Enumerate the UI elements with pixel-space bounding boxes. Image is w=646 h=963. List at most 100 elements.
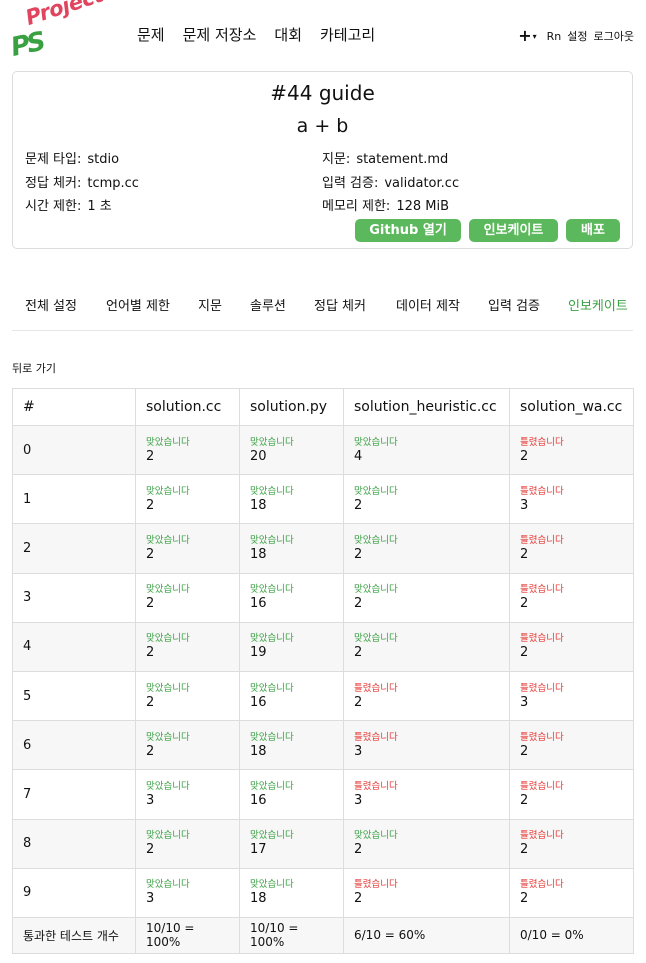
result-cell: 틀렸습니다 2 bbox=[509, 523, 634, 574]
tab-validator[interactable]: 입력 검증 bbox=[488, 299, 540, 314]
footer-summary: 6/10 = 60% bbox=[343, 916, 510, 954]
result-cell: 맞았습니다 2 bbox=[135, 474, 240, 525]
table-row: 4 맞았습니다 2 맞았습니다 19 맞았습니다 2 틀렸습니다 2 bbox=[12, 621, 634, 672]
deploy-button[interactable]: 배포 bbox=[566, 219, 620, 242]
result-value: 16 bbox=[250, 694, 267, 710]
result-cell: 틀렸습니다 3 bbox=[509, 474, 634, 525]
nav-problem-repo[interactable]: 문제 저장소 bbox=[182, 26, 257, 44]
verdict-wrong: 틀렸습니다 bbox=[354, 879, 398, 891]
tab-general-settings[interactable]: 전체 설정 bbox=[25, 299, 77, 314]
result-value: 18 bbox=[250, 497, 267, 513]
result-cell: 틀렸습니다 2 bbox=[509, 424, 634, 476]
tab-language-limits[interactable]: 언어별 제한 bbox=[106, 299, 170, 314]
logout-link[interactable]: 로그아웃 bbox=[593, 30, 634, 43]
result-value: 16 bbox=[250, 596, 267, 612]
footer-summary: 10/10 = 100% bbox=[239, 916, 344, 954]
nav-categories[interactable]: 카테고리 bbox=[320, 26, 376, 44]
result-value: 2 bbox=[354, 694, 363, 710]
nav-contests[interactable]: 대회 bbox=[274, 26, 302, 44]
user-name[interactable]: Rn bbox=[546, 29, 562, 43]
verdict-accepted: 맞았습니다 bbox=[354, 584, 398, 596]
result-value: 2 bbox=[146, 694, 155, 710]
result-cell: 맞았습니다 4 bbox=[343, 424, 510, 476]
result-cell: 틀렸습니다 2 bbox=[509, 867, 634, 918]
table-row: 9 맞았습니다 3 맞았습니다 18 틀렸습니다 2 틀렸습니다 2 bbox=[12, 867, 634, 918]
tab-checker[interactable]: 정답 체커 bbox=[314, 299, 366, 314]
testcase-number: 6 bbox=[12, 720, 136, 771]
testcase-number: 3 bbox=[12, 572, 136, 623]
info-validator: 입력 검증: validator.cc bbox=[322, 172, 459, 191]
table-header-row: # solution.cc solution.py solution_heuri… bbox=[12, 388, 634, 426]
footer-summary: 10/10 = 100% bbox=[135, 916, 240, 954]
info-value: 1 초 bbox=[87, 199, 112, 214]
testcase-number: 2 bbox=[12, 523, 136, 574]
result-value: 2 bbox=[354, 596, 363, 612]
info-value: stdio bbox=[87, 152, 120, 167]
info-value: tcmp.cc bbox=[87, 176, 139, 191]
logo-project-text: Project bbox=[22, 0, 107, 30]
result-cell: 맞았습니다 2 bbox=[135, 523, 240, 574]
site-logo[interactable]: Project PS bbox=[8, 0, 106, 63]
card-actions: Github 열기 인보케이트 배포 bbox=[355, 219, 620, 242]
footer-summary: 0/10 = 0% bbox=[509, 916, 634, 954]
invoke-button[interactable]: 인보케이트 bbox=[469, 219, 558, 242]
result-cell: 맞았습니다 2 bbox=[343, 523, 510, 574]
col-header-number: # bbox=[12, 388, 136, 426]
tab-data-generation[interactable]: 데이터 제작 bbox=[396, 299, 460, 314]
result-cell: 틀렸습니다 2 bbox=[509, 769, 634, 820]
result-cell: 맞았습니다 17 bbox=[239, 818, 344, 869]
verdict-wrong: 틀렸습니다 bbox=[520, 682, 564, 694]
result-value: 18 bbox=[250, 743, 267, 759]
verdict-accepted: 맞았습니다 bbox=[354, 830, 398, 842]
testcase-number: 5 bbox=[12, 670, 136, 722]
info-value: 128 MiB bbox=[396, 199, 450, 214]
nav-problems[interactable]: 문제 bbox=[137, 26, 165, 44]
result-value: 3 bbox=[146, 891, 155, 907]
info-checker: 정답 체커: tcmp.cc bbox=[25, 172, 139, 191]
result-cell: 맞았습니다 16 bbox=[239, 572, 344, 623]
result-value: 17 bbox=[250, 842, 267, 858]
top-header: Project PS 문제 문제 저장소 대회 카테고리 + ▾ Rn 설정 로… bbox=[0, 0, 646, 70]
footer-label: 통과한 테스트 개수 bbox=[12, 916, 136, 954]
info-key: 시간 제한: bbox=[25, 199, 82, 214]
verdict-accepted: 맞았습니다 bbox=[146, 485, 190, 497]
verdict-accepted: 맞았습니다 bbox=[354, 436, 398, 448]
result-cell: 틀렸습니다 3 bbox=[343, 720, 510, 771]
verdict-wrong: 틀렸습니다 bbox=[354, 780, 398, 792]
result-cell: 맞았습니다 2 bbox=[135, 818, 240, 869]
info-key: 정답 체커: bbox=[25, 176, 82, 191]
info-time-limit: 시간 제한: 1 초 bbox=[25, 195, 112, 214]
verdict-accepted: 맞았습니다 bbox=[250, 584, 294, 596]
table-row: 7 맞았습니다 3 맞았습니다 16 틀렸습니다 3 틀렸습니다 2 bbox=[12, 769, 634, 820]
settings-link[interactable]: 설정 bbox=[567, 30, 588, 43]
result-value: 4 bbox=[354, 448, 363, 464]
col-header-solution-wa: solution_wa.cc bbox=[509, 388, 634, 426]
result-cell: 맞았습니다 2 bbox=[135, 621, 240, 672]
verdict-accepted: 맞았습니다 bbox=[146, 830, 190, 842]
tab-invoke[interactable]: 인보케이트 bbox=[568, 299, 628, 314]
result-value: 19 bbox=[250, 645, 267, 661]
verdict-wrong: 틀렸습니다 bbox=[520, 633, 564, 645]
table-row: 0 맞았습니다 2 맞았습니다 20 맞았습니다 4 틀렸습니다 2 bbox=[12, 424, 634, 476]
problem-id: #44 guide bbox=[270, 81, 375, 105]
result-value: 3 bbox=[354, 792, 363, 808]
verdict-accepted: 맞았습니다 bbox=[146, 584, 190, 596]
verdict-accepted: 맞았습니다 bbox=[250, 534, 294, 546]
tab-solutions[interactable]: 솔루션 bbox=[250, 299, 286, 314]
result-cell: 틀렸습니다 3 bbox=[509, 670, 634, 722]
result-value: 2 bbox=[146, 645, 155, 661]
header-user-menu: + ▾ Rn 설정 로그아웃 bbox=[518, 28, 634, 44]
info-key: 지문: bbox=[322, 152, 351, 167]
open-github-button[interactable]: Github 열기 bbox=[355, 219, 461, 242]
result-cell: 틀렸습니다 2 bbox=[509, 621, 634, 672]
plus-icon[interactable]: + bbox=[518, 26, 532, 45]
chevron-down-icon[interactable]: ▾ bbox=[532, 31, 537, 41]
table-footer-row: 통과한 테스트 개수 10/10 = 100% 10/10 = 100% 6/1… bbox=[12, 916, 634, 954]
tab-statement[interactable]: 지문 bbox=[198, 299, 222, 314]
result-value: 2 bbox=[354, 891, 363, 907]
verdict-accepted: 맞았습니다 bbox=[250, 830, 294, 842]
verdict-wrong: 틀렸습니다 bbox=[354, 731, 398, 743]
info-value: validator.cc bbox=[384, 176, 460, 191]
back-link[interactable]: 뒤로 가기 bbox=[12, 362, 56, 375]
table-row: 5 맞았습니다 2 맞았습니다 16 틀렸습니다 2 틀렸습니다 3 bbox=[12, 670, 634, 722]
